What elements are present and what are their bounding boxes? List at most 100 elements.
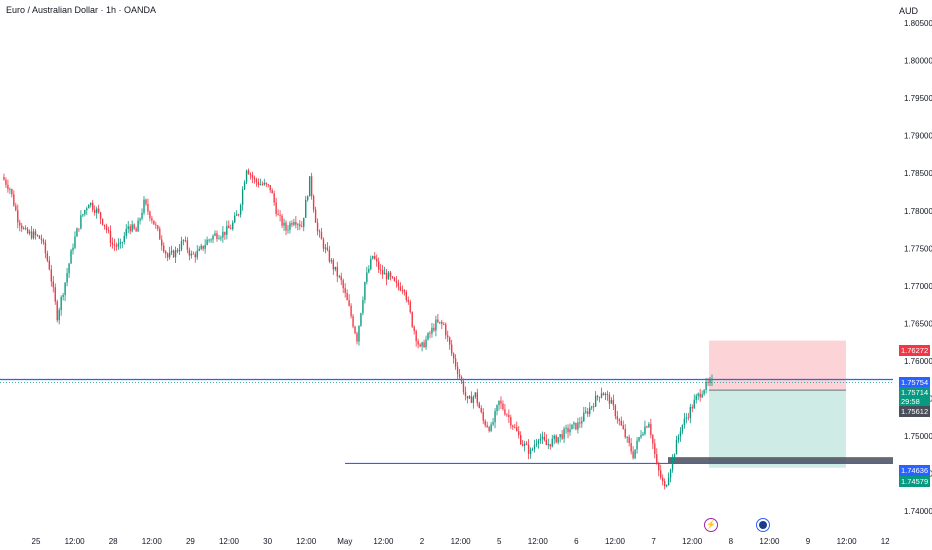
candle-body xyxy=(66,273,68,283)
candle-body xyxy=(403,290,406,292)
candle-body xyxy=(334,266,336,270)
candle-body xyxy=(159,228,161,240)
candle-body xyxy=(378,261,380,270)
candle-body xyxy=(663,481,666,487)
candle-body xyxy=(620,420,622,426)
candle-body xyxy=(707,381,709,383)
candle-body xyxy=(99,212,102,219)
lightning-icon[interactable]: ⚡ xyxy=(704,518,718,532)
currency-label[interactable]: AUD xyxy=(898,6,918,16)
candle-body xyxy=(413,326,415,331)
candle-body xyxy=(257,182,260,185)
candle-body xyxy=(498,400,500,406)
candle-body xyxy=(176,250,179,252)
candle-body xyxy=(56,301,58,321)
candle-body xyxy=(111,242,114,245)
candle-body xyxy=(397,282,400,287)
x-tick-label: 12:00 xyxy=(837,537,858,546)
candle-body xyxy=(374,256,376,259)
candle-body xyxy=(447,335,449,338)
candle-body xyxy=(119,242,122,244)
candle-body xyxy=(531,448,534,450)
candle-body xyxy=(129,226,131,232)
candle-body xyxy=(267,184,269,186)
candle-body xyxy=(537,440,540,444)
candle-body xyxy=(299,224,301,227)
candle-body xyxy=(186,240,189,250)
candle-body xyxy=(38,235,41,239)
candle-body xyxy=(166,253,169,258)
candle-body xyxy=(456,366,459,375)
x-tick-label: 5 xyxy=(497,537,502,546)
candle-body xyxy=(616,416,619,420)
candle-body xyxy=(626,437,628,438)
candle-body xyxy=(291,223,293,225)
candle-body xyxy=(656,454,658,464)
candle-body xyxy=(226,225,228,235)
candle-body xyxy=(673,454,676,458)
candle-body xyxy=(188,249,191,256)
candle-body xyxy=(705,381,707,390)
candle-body xyxy=(409,301,411,313)
candle-body xyxy=(387,272,390,280)
candle-body xyxy=(612,400,615,406)
y-tick-label: 1.79500 xyxy=(904,94,932,103)
candle-body xyxy=(293,221,295,225)
candle-body xyxy=(253,177,256,180)
y-tick-label: 1.78500 xyxy=(904,169,932,178)
candle-body xyxy=(265,182,267,185)
candle-body xyxy=(72,247,74,251)
candle-body xyxy=(478,403,480,409)
candle-body xyxy=(145,199,147,205)
candle-body xyxy=(632,451,634,459)
candle-body xyxy=(165,251,167,254)
y-tick-label: 1.80000 xyxy=(904,57,932,66)
horizontal-levels[interactable] xyxy=(0,378,893,465)
candle-body xyxy=(163,245,165,252)
candle-body xyxy=(557,437,559,443)
y-tick-label: 1.78000 xyxy=(904,207,932,216)
candle-body xyxy=(68,263,70,274)
candle-body xyxy=(598,396,601,398)
candle-body xyxy=(506,414,508,416)
candle-body xyxy=(17,210,19,223)
candle-body xyxy=(527,444,530,454)
candle-body xyxy=(360,313,362,326)
x-tick-label: 12:00 xyxy=(528,537,549,546)
candle-body xyxy=(441,321,443,324)
candle-body xyxy=(241,189,244,206)
candle-body xyxy=(259,183,262,185)
candle-body xyxy=(269,185,271,191)
candle-body xyxy=(40,238,43,241)
candle-body xyxy=(101,218,104,225)
x-tick-label: 9 xyxy=(806,537,811,546)
stop-price-tag: 1.76272 xyxy=(899,345,930,356)
candle-body xyxy=(82,214,84,216)
candle-body xyxy=(640,435,642,438)
y-tick-label: 1.75000 xyxy=(904,432,932,441)
candle-body xyxy=(551,438,553,447)
candle-body xyxy=(449,337,451,345)
candle-body xyxy=(683,418,686,425)
candle-body xyxy=(7,184,9,190)
earnings-icon[interactable] xyxy=(756,518,770,532)
candle-body xyxy=(133,224,135,229)
candle-body xyxy=(348,300,350,306)
y-axis: 1.80500 1.80000 1.79500 1.79000 1.78500 1.780… xyxy=(904,19,932,516)
x-tick-label: 12:00 xyxy=(142,537,163,546)
y-tick-label: 1.74000 xyxy=(904,507,932,516)
candle-body xyxy=(44,242,47,254)
candle-body xyxy=(210,239,212,241)
chart-title: Euro / Australian Dollar · 1h · OANDA xyxy=(6,5,157,15)
candle-body xyxy=(476,392,478,404)
candle-body xyxy=(366,272,368,283)
candle-body xyxy=(243,182,246,190)
x-tick-label: May xyxy=(337,537,352,546)
candle-body xyxy=(222,231,224,238)
candle-body xyxy=(401,290,404,292)
candle-body xyxy=(427,333,429,340)
y-tick-label: 1.77500 xyxy=(904,244,932,253)
candle-body xyxy=(587,411,589,414)
candle-body xyxy=(289,223,291,230)
